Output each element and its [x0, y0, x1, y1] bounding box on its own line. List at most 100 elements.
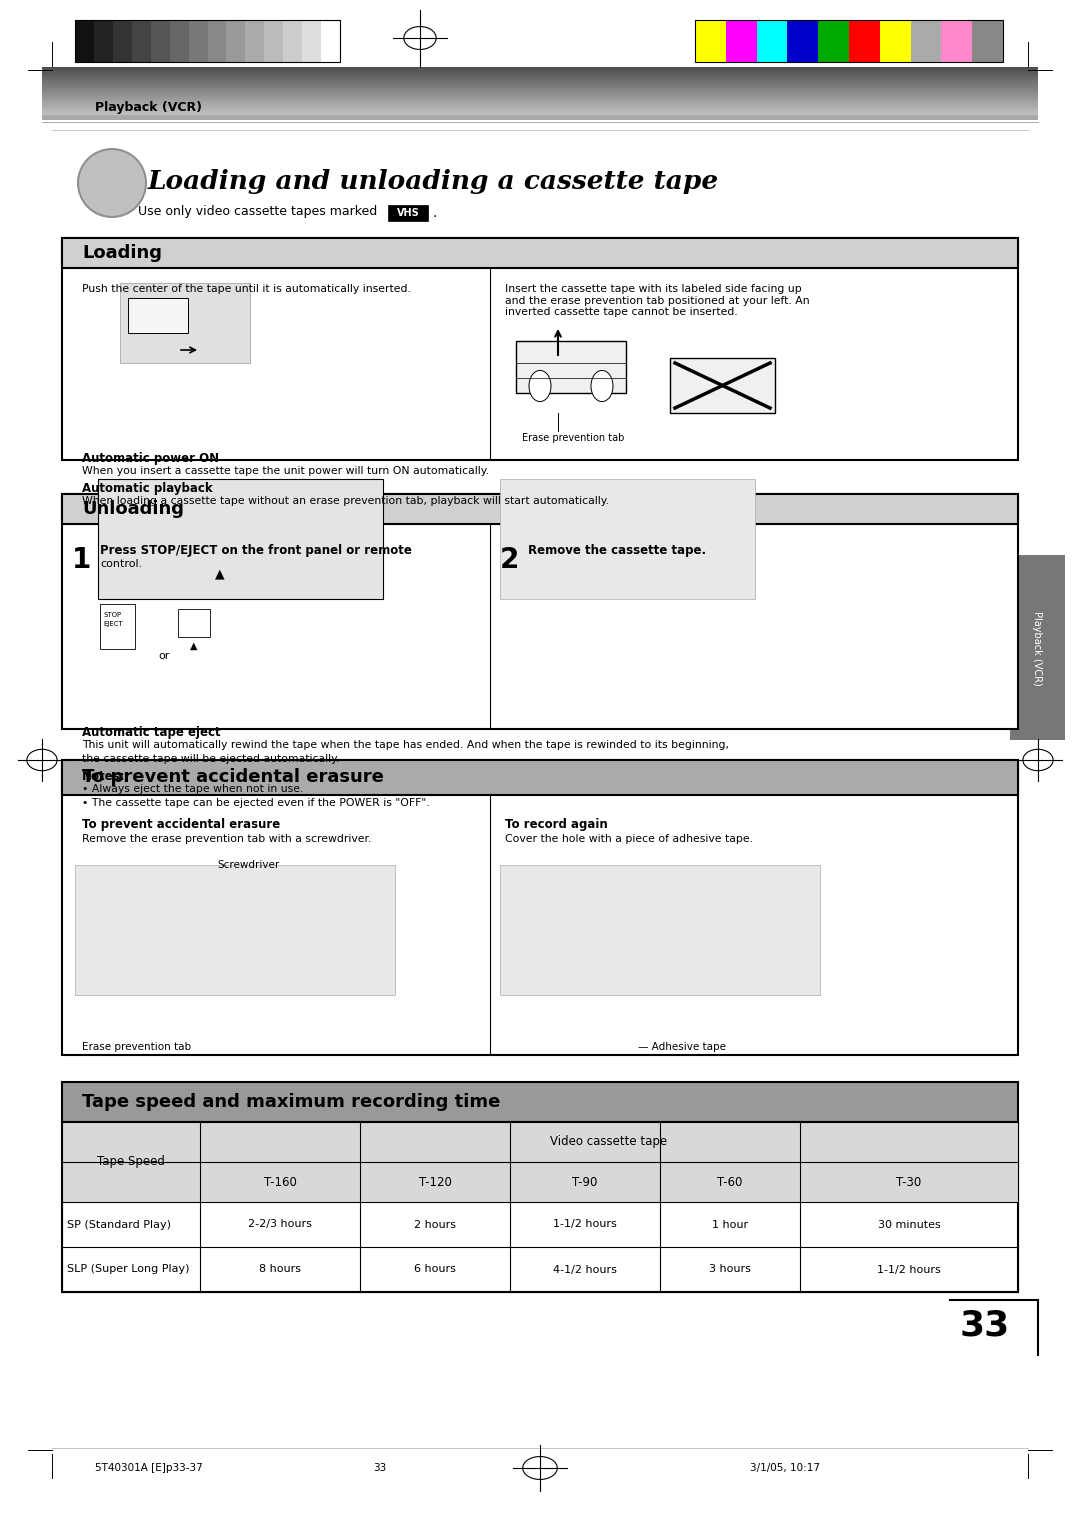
- Text: T-30: T-30: [896, 1175, 921, 1189]
- Bar: [819, 20, 849, 63]
- Text: T-160: T-160: [264, 1175, 296, 1189]
- Text: Automatic tape eject: Automatic tape eject: [82, 726, 220, 740]
- Text: 1 hour: 1 hour: [712, 1219, 748, 1230]
- Bar: [360, 1161, 510, 1203]
- Bar: [98, 478, 383, 599]
- Bar: [660, 1161, 800, 1203]
- Text: Video cassette tape: Video cassette tape: [551, 1135, 667, 1149]
- Bar: [62, 238, 1018, 460]
- Bar: [800, 1161, 1018, 1203]
- Text: Loading: Loading: [82, 244, 162, 261]
- Bar: [1010, 555, 1065, 740]
- Bar: [696, 20, 726, 63]
- Text: Press STOP/EJECT on the front panel or remote: Press STOP/EJECT on the front panel or r…: [100, 544, 411, 558]
- Bar: [129, 298, 188, 333]
- Bar: [880, 20, 910, 63]
- Text: or: or: [158, 651, 170, 662]
- Text: Remove the erase prevention tab with a screwdriver.: Remove the erase prevention tab with a s…: [82, 834, 372, 843]
- Text: To record again: To record again: [505, 817, 608, 831]
- Text: 2 hours: 2 hours: [414, 1219, 456, 1230]
- Bar: [849, 20, 880, 63]
- Text: 8 hours: 8 hours: [259, 1265, 301, 1274]
- Bar: [227, 20, 245, 63]
- Text: 2: 2: [500, 545, 519, 575]
- Text: Unloading: Unloading: [82, 500, 184, 518]
- Bar: [696, 20, 1003, 63]
- Text: SLP (Super Long Play): SLP (Super Long Play): [67, 1265, 189, 1274]
- Bar: [200, 1122, 360, 1161]
- Text: 1: 1: [72, 545, 91, 575]
- Bar: [120, 283, 249, 364]
- Bar: [62, 1161, 200, 1203]
- Text: VHS: VHS: [396, 208, 419, 219]
- Bar: [510, 1122, 660, 1161]
- Bar: [62, 494, 1018, 729]
- Bar: [726, 20, 757, 63]
- Bar: [787, 20, 819, 63]
- Text: .: .: [432, 206, 436, 220]
- Text: Playback (VCR): Playback (VCR): [1032, 611, 1042, 686]
- Bar: [207, 20, 227, 63]
- Text: 2-2/3 hours: 2-2/3 hours: [248, 1219, 312, 1230]
- Bar: [112, 20, 132, 63]
- Text: Insert the cassette tape with its labeled side facing up
and the erase preventio: Insert the cassette tape with its labele…: [505, 284, 810, 318]
- Text: Automatic playback: Automatic playback: [82, 481, 213, 495]
- Text: Remove the cassette tape.: Remove the cassette tape.: [528, 544, 706, 558]
- Text: 5T40301A [E]p33-37: 5T40301A [E]p33-37: [95, 1462, 203, 1473]
- Bar: [500, 478, 755, 599]
- Text: T-120: T-120: [419, 1175, 451, 1189]
- Bar: [75, 865, 395, 995]
- Bar: [975, 1300, 1038, 1351]
- Ellipse shape: [78, 150, 146, 217]
- Bar: [757, 20, 787, 63]
- Bar: [62, 1082, 1018, 1122]
- Bar: [62, 494, 1018, 524]
- Text: 6 hours: 6 hours: [414, 1265, 456, 1274]
- Bar: [42, 115, 1038, 121]
- Bar: [942, 20, 972, 63]
- Text: 1-1/2 hours: 1-1/2 hours: [553, 1219, 617, 1230]
- Bar: [132, 20, 151, 63]
- Text: 4-1/2 hours: 4-1/2 hours: [553, 1265, 617, 1274]
- Bar: [510, 1161, 660, 1203]
- Bar: [660, 1122, 800, 1161]
- Bar: [178, 610, 210, 637]
- Text: Tape speed and maximum recording time: Tape speed and maximum recording time: [82, 1093, 500, 1111]
- Text: Tape Speed: Tape Speed: [97, 1155, 165, 1169]
- Bar: [189, 20, 207, 63]
- Text: To prevent accidental erasure: To prevent accidental erasure: [82, 817, 280, 831]
- Bar: [62, 759, 1018, 795]
- Text: 1-1/2 hours: 1-1/2 hours: [877, 1265, 941, 1274]
- Bar: [62, 1122, 200, 1161]
- Circle shape: [591, 370, 613, 402]
- Text: — Adhesive tape: — Adhesive tape: [638, 1042, 726, 1051]
- Bar: [62, 238, 1018, 267]
- Text: 33: 33: [374, 1462, 387, 1473]
- Text: the cassette tape will be ejected automatically.: the cassette tape will be ejected automa…: [82, 753, 339, 764]
- Bar: [75, 20, 94, 63]
- Bar: [516, 341, 626, 393]
- Text: Erase prevention tab: Erase prevention tab: [82, 1042, 191, 1051]
- Bar: [670, 358, 775, 413]
- Bar: [62, 759, 1018, 1054]
- Text: Loading and unloading a cassette tape: Loading and unloading a cassette tape: [148, 170, 719, 194]
- Text: Cover the hole with a piece of adhesive tape.: Cover the hole with a piece of adhesive …: [505, 834, 753, 843]
- Bar: [170, 20, 189, 63]
- Text: Erase prevention tab: Erase prevention tab: [522, 432, 624, 443]
- Bar: [265, 20, 283, 63]
- Text: T-60: T-60: [717, 1175, 743, 1189]
- Text: This unit will automatically rewind the tape when the tape has ended. And when t: This unit will automatically rewind the …: [82, 740, 729, 750]
- Bar: [94, 20, 112, 63]
- Circle shape: [529, 370, 551, 402]
- Bar: [151, 20, 170, 63]
- Bar: [500, 865, 820, 995]
- Text: Automatic power ON: Automatic power ON: [82, 452, 219, 465]
- Text: EJECT: EJECT: [103, 620, 123, 626]
- Bar: [283, 20, 302, 63]
- Bar: [388, 205, 428, 222]
- Text: 3 hours: 3 hours: [710, 1265, 751, 1274]
- Text: Screwdriver: Screwdriver: [217, 860, 279, 869]
- Bar: [302, 20, 321, 63]
- Text: • The cassette tape can be ejected even if the POWER is "OFF".: • The cassette tape can be ejected even …: [82, 798, 430, 808]
- Bar: [972, 20, 1003, 63]
